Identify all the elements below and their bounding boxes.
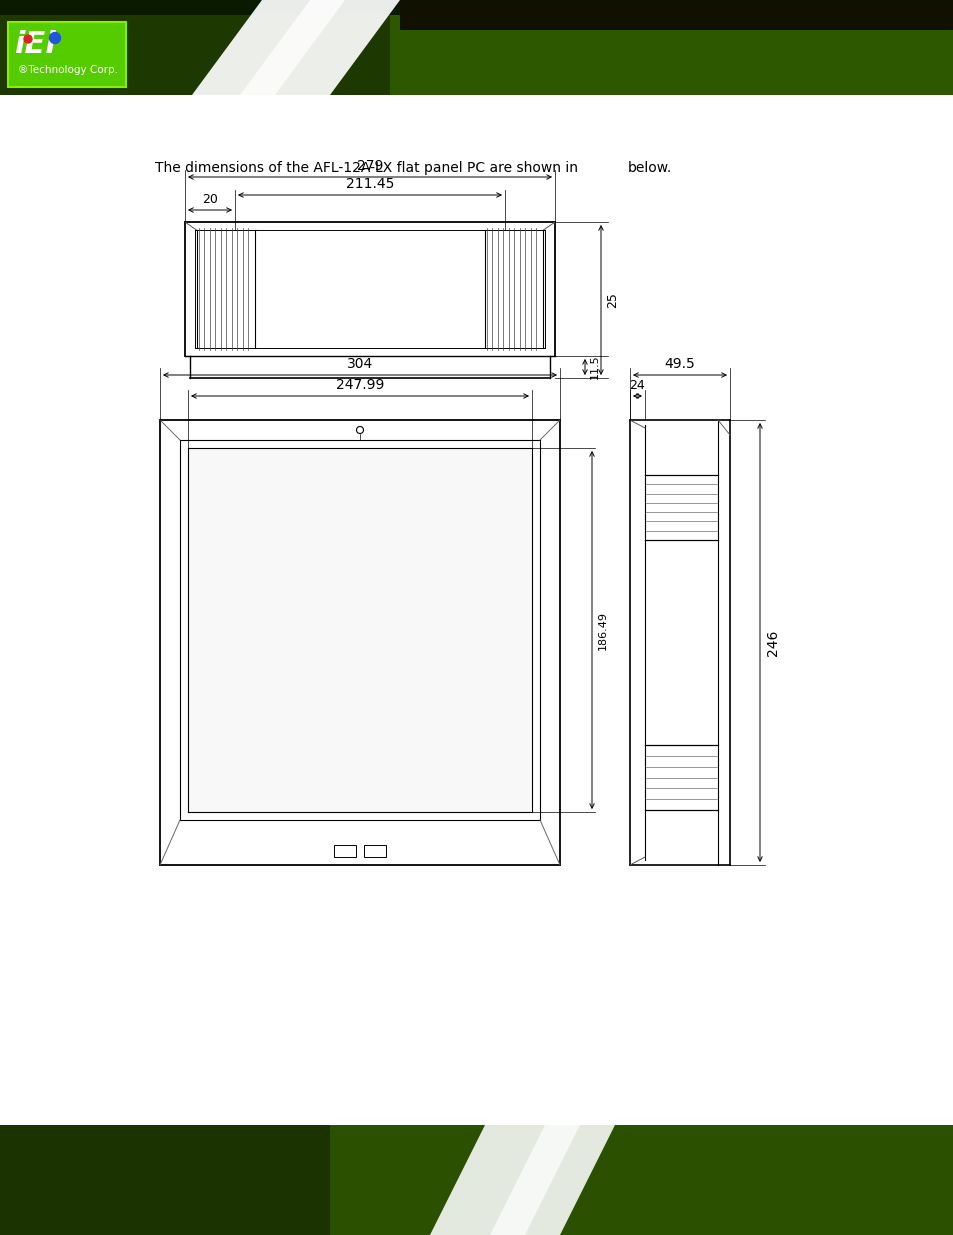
Polygon shape (430, 1125, 615, 1235)
Circle shape (50, 32, 60, 43)
Bar (188, 448, 532, 811)
Bar (390, 0, 953, 95)
Text: 24: 24 (629, 379, 644, 391)
Text: 186.49: 186.49 (598, 610, 607, 650)
Text: 246: 246 (765, 630, 780, 656)
Text: The dimensions of the AFL-12A-LX flat panel PC are shown in: The dimensions of the AFL-12A-LX flat pa… (154, 161, 578, 175)
Text: 20: 20 (202, 193, 217, 206)
Bar (0, 1125, 953, 1235)
Text: 25: 25 (605, 291, 618, 308)
Text: 279: 279 (356, 159, 383, 173)
Bar (330, 1125, 953, 1235)
Bar (0, 0, 399, 15)
Text: 49.5: 49.5 (664, 357, 695, 370)
Text: iEi: iEi (14, 30, 56, 59)
Polygon shape (490, 1125, 579, 1235)
Bar (364, 845, 386, 857)
Circle shape (24, 35, 32, 43)
Text: ®Technology Corp.: ®Technology Corp. (18, 65, 118, 75)
Bar (399, 0, 953, 30)
Bar (0, 0, 953, 95)
Text: below.: below. (627, 161, 672, 175)
Text: 11.5: 11.5 (589, 354, 599, 379)
Polygon shape (192, 0, 399, 95)
Text: 304: 304 (347, 357, 373, 370)
Text: 211.45: 211.45 (345, 177, 394, 191)
Text: 247.99: 247.99 (335, 378, 384, 391)
Bar (334, 845, 355, 857)
Bar (8, 22, 126, 86)
Polygon shape (240, 0, 345, 95)
